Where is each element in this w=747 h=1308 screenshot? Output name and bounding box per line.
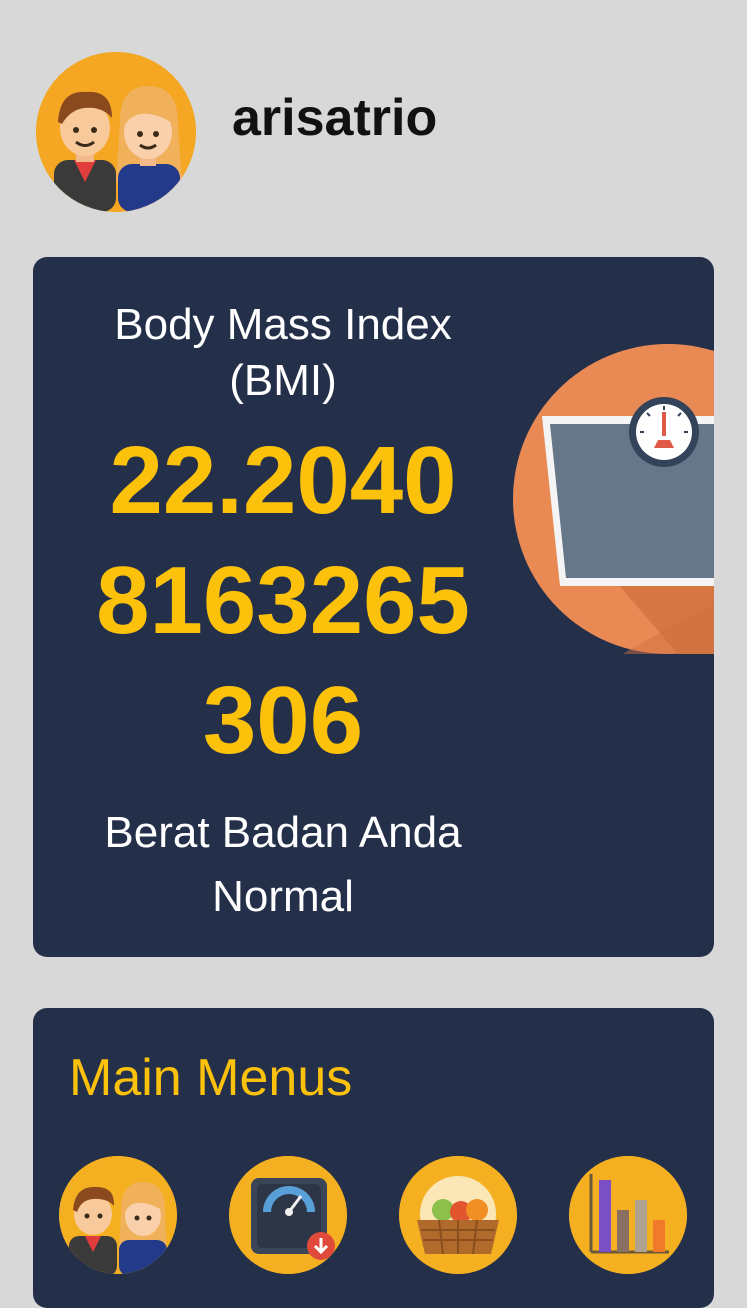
- main-menus-title: Main Menus: [69, 1049, 353, 1107]
- bar-chart-icon: [569, 1156, 687, 1274]
- menu-item-statistics[interactable]: [569, 1156, 687, 1274]
- fruit-basket-icon: [399, 1156, 517, 1274]
- bmi-card: Body Mass Index (BMI) 22.20408163265306 …: [33, 257, 714, 957]
- main-menus-card: Main Menus: [33, 1008, 714, 1308]
- menu-item-food[interactable]: [399, 1156, 517, 1274]
- scale-gauge-icon: [229, 1156, 347, 1274]
- username-label: arisatrio: [232, 89, 438, 147]
- bmi-text-column: Body Mass Index (BMI) 22.20408163265306 …: [73, 297, 493, 929]
- avatar[interactable]: [36, 52, 196, 212]
- weighing-scale-icon: [513, 344, 714, 654]
- couple-avatar-icon: [36, 52, 196, 212]
- menu-item-bmi-scale[interactable]: [229, 1156, 347, 1274]
- profile-header: arisatrio: [0, 0, 747, 240]
- bmi-title: Body Mass Index (BMI): [114, 300, 452, 405]
- profile-couple-icon: [59, 1156, 177, 1274]
- menu-item-profile[interactable]: [59, 1156, 177, 1274]
- bmi-status: Berat Badan Anda Normal: [104, 808, 462, 921]
- bmi-value: 22.20408163265306: [96, 427, 470, 774]
